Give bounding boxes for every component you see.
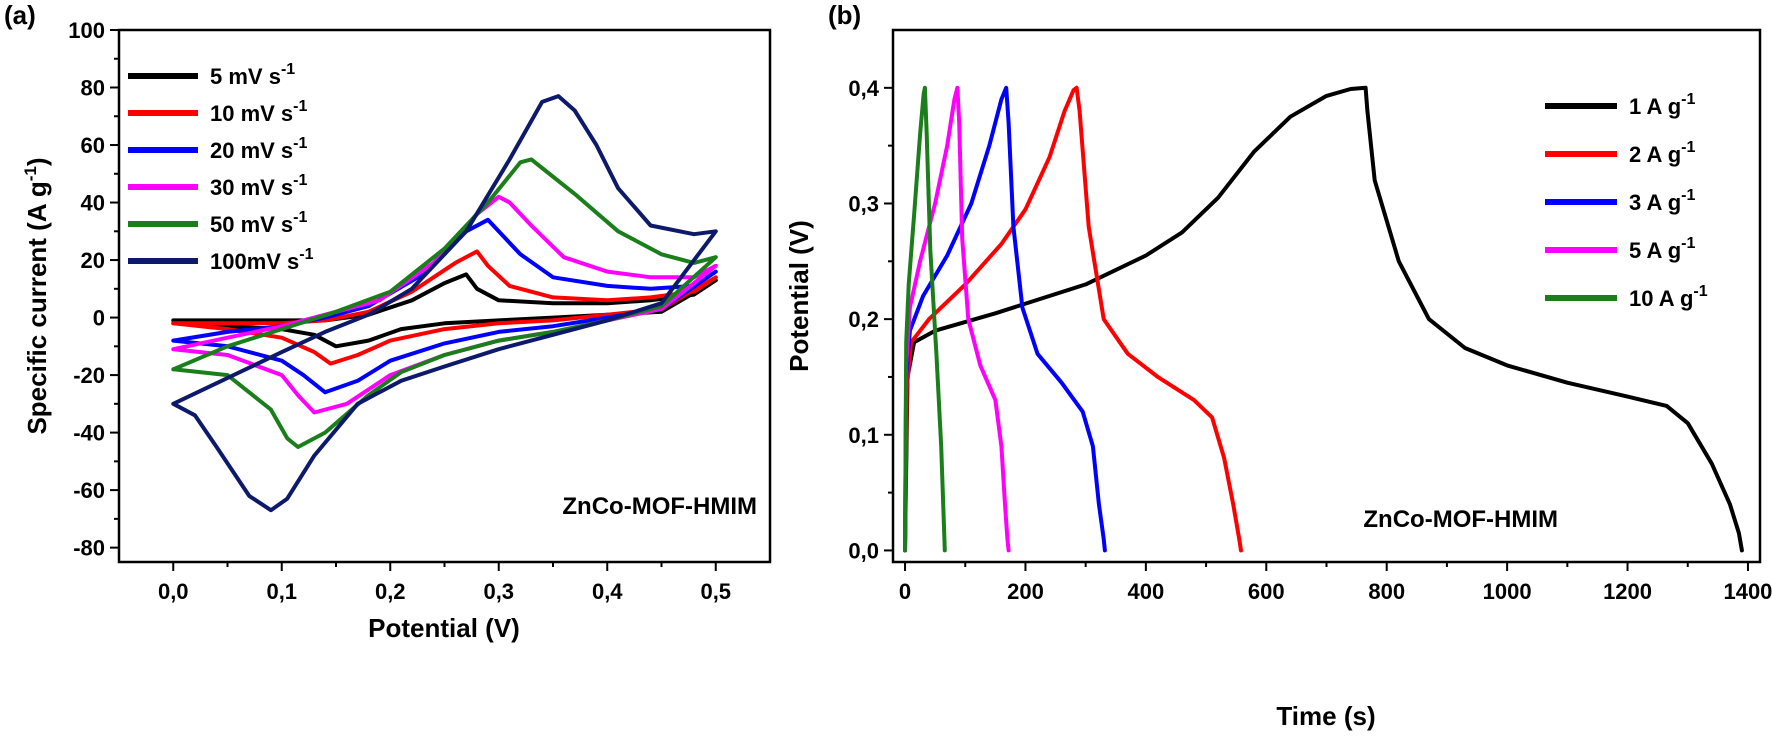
series-line-5	[171, 157, 718, 449]
panel-a-x-axis: 0,0 0,1 0,2 0,3 0,4 0,5	[158, 562, 731, 604]
legend-label-4: 5 A g-1	[1629, 235, 1695, 263]
panel-b-x-axis: 0 200 400 600 800 1000 1200 1400	[899, 562, 1772, 604]
x-tick-label: 1200	[1603, 579, 1652, 604]
x-tick-label: 0,4	[592, 579, 623, 604]
x-tick-label: 800	[1368, 579, 1405, 604]
y-tick-label: 40	[81, 191, 105, 216]
panel-b-series	[903, 85, 1744, 553]
series-line-1	[903, 85, 1744, 553]
x-tick-label: 0	[899, 579, 911, 604]
panel-a-y-axis: -80 -60 -40 -20 0 20 40 60 80 100	[68, 18, 119, 561]
y-tick-label: 0,4	[848, 76, 879, 101]
series-line-1	[171, 272, 718, 349]
panel-a-legend: 5 mV s-1 10 mV s-1 20 mV s-1 30 mV s-1 50 mV…	[128, 61, 314, 274]
y-tick-label: 0	[93, 306, 105, 331]
x-tick-label: 0,3	[483, 579, 514, 604]
y-tick-label: 100	[68, 18, 105, 43]
y-tick-label: -20	[73, 363, 105, 388]
legend-label-3: 3 A g-1	[1629, 187, 1695, 215]
panel-a-annotation: ZnCo-MOF-HMIM	[562, 493, 757, 520]
x-tick-label: 0,2	[375, 579, 406, 604]
x-tick-label: 1000	[1483, 579, 1532, 604]
legend-label-1: 5 mV s-1	[210, 61, 295, 89]
legend-label-2: 10 mV s-1	[210, 98, 308, 126]
panel-b: (b) 0 200 400 600 800 1000 1200 1400 0,00,10,20…	[784, 0, 1772, 731]
legend-label-2: 2 A g-1	[1629, 139, 1695, 167]
x-tick-label: 0,0	[158, 579, 189, 604]
y-tick-label: 0,2	[848, 307, 879, 332]
y-tick-label: -40	[73, 421, 105, 446]
legend-label-5: 50 mV s-1	[210, 209, 308, 237]
x-tick-label: 1400	[1723, 579, 1772, 604]
y-tick-label: -60	[73, 478, 105, 503]
series-line-6	[171, 94, 718, 513]
series-line-4	[903, 85, 1011, 553]
x-tick-label: 400	[1128, 579, 1165, 604]
legend-label-1: 1 A g-1	[1629, 91, 1695, 119]
panel-b-y-axis-title: Potential (V)	[784, 220, 814, 372]
panel-a-x-axis-title: Potential (V)	[368, 613, 520, 643]
panel-b-label: (b)	[828, 0, 861, 30]
y-tick-label: 0,3	[848, 191, 879, 216]
x-tick-label: 0,5	[700, 579, 731, 604]
panel-b-x-axis-title: Time (s)	[1276, 701, 1375, 731]
legend-label-4: 30 mV s-1	[210, 172, 308, 200]
legend-label-3: 20 mV s-1	[210, 135, 308, 163]
series-line-3	[903, 85, 1107, 553]
panel-a-label: (a)	[4, 0, 36, 30]
x-tick-label: 600	[1248, 579, 1285, 604]
panel-a-y-axis-title: Specific current (A g-1)	[21, 157, 52, 434]
y-tick-label: -80	[73, 536, 105, 561]
y-tick-label: 0,1	[848, 423, 879, 448]
panel-a: (a) 0,0 0,1 0,2 0,3 0,4 0,5 -80 -60 -40 -20 0 20 40…	[4, 0, 772, 643]
panel-a-series	[171, 94, 718, 513]
panel-b-annotation: ZnCo-MOF-HMIM	[1363, 506, 1558, 533]
legend-label-6: 100mV s-1	[210, 246, 314, 274]
y-tick-label: 0,0	[848, 538, 879, 563]
y-tick-label: 60	[81, 133, 105, 158]
x-tick-label: 200	[1007, 579, 1044, 604]
panel-b-legend: 1 A g-1 2 A g-1 3 A g-1 5 A g-1 10 A g-1	[1545, 91, 1708, 311]
y-tick-label: 20	[81, 248, 105, 273]
panel-b-y-axis: 0,0 0,1 0,2 0,3 0,4	[848, 76, 893, 563]
y-tick-label: 80	[81, 76, 105, 101]
series-line-5	[903, 85, 947, 553]
series-line-2	[903, 85, 1243, 553]
legend-label-5: 10 A g-1	[1629, 283, 1708, 311]
x-tick-label: 0,1	[266, 579, 297, 604]
